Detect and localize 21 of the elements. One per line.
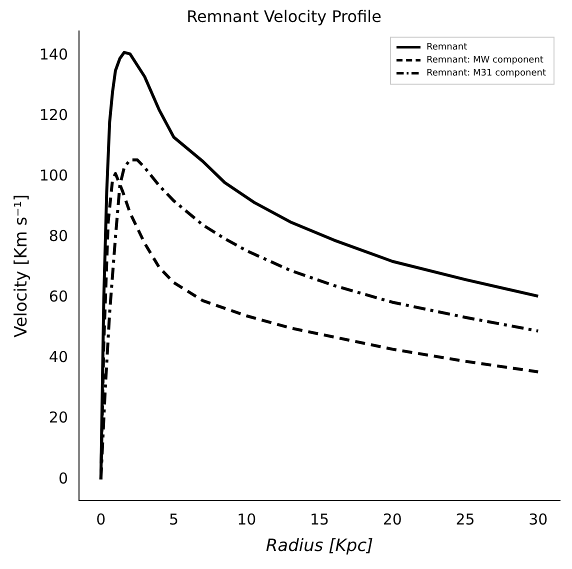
x-tick-label: 5 (168, 510, 179, 528)
x-tick-label: 20 (382, 510, 402, 528)
y-tick-label: 140 (39, 45, 68, 64)
y-tick-label: 60 (48, 288, 68, 306)
x-tick-label: 0 (96, 510, 106, 528)
x-axis-title: Radius [Kpc] (266, 536, 374, 556)
legend-label: Remnant: MW component (426, 56, 544, 66)
x-tick-label: 30 (528, 510, 548, 528)
x-tick-label: 10 (237, 510, 256, 528)
y-tick-label: 0 (58, 469, 68, 488)
legend-label: Remnant: M31 component (426, 68, 546, 79)
y-axis-title: Velocity [Km s⁻¹] (12, 194, 32, 338)
y-tick-label: 40 (48, 348, 68, 366)
legend-label: Remnant (426, 42, 468, 53)
chart-title: Remnant Velocity Profile (186, 6, 382, 26)
y-tick-label: 20 (48, 408, 68, 427)
x-tick-label: 25 (456, 510, 475, 528)
y-tick-label: 100 (39, 166, 68, 184)
y-tick-label: 80 (48, 227, 68, 246)
y-tick-label: 120 (39, 106, 68, 124)
x-tick-label: 15 (310, 510, 330, 528)
